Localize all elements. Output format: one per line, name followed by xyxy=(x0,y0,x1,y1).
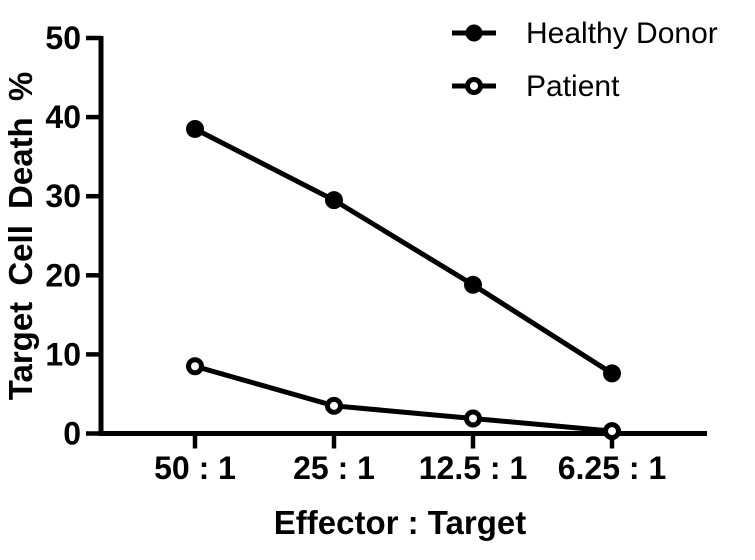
data-point-healthy-donor xyxy=(603,364,621,383)
x-tick-label: 12.5 : 1 xyxy=(419,450,528,486)
y-axis-title: Target Cell Death % xyxy=(2,72,39,400)
data-point-patient xyxy=(186,357,204,376)
series-line-healthy-donor xyxy=(193,126,614,376)
data-point-healthy-donor xyxy=(325,191,343,210)
legend-label-healthy-donor: Healthy Donor xyxy=(526,17,718,50)
open-circle-marker-icon xyxy=(465,77,483,95)
x-tick-label: 25 : 1 xyxy=(293,450,375,486)
y-tick-label: 30 xyxy=(45,178,81,214)
y-tick-label: 10 xyxy=(45,336,81,372)
x-tick-label: 50 : 1 xyxy=(154,450,236,486)
data-point-patient xyxy=(325,396,343,415)
data-point-patient xyxy=(603,422,621,441)
y-tick-label: 50 xyxy=(45,20,81,56)
axes: 0 10 20 30 40 50 50 : 1 25 : 1 12.5 : 1 6.25 : 1 xyxy=(45,20,707,486)
series-line-patient xyxy=(194,363,613,434)
x-axis-title: Effector : Target xyxy=(274,504,526,541)
data-point-healthy-donor xyxy=(186,119,204,138)
y-tick-label: 0 xyxy=(63,416,81,452)
data-series-layer xyxy=(186,119,621,441)
legend: Healthy Donor Patient xyxy=(452,17,718,103)
y-tick-label: 20 xyxy=(45,257,81,293)
data-point-healthy-donor xyxy=(464,275,482,294)
x-tick-label: 6.25 : 1 xyxy=(558,450,667,486)
filled-circle-marker-icon xyxy=(465,24,483,42)
y-tick-label: 40 xyxy=(45,99,81,135)
legend-label-patient: Patient xyxy=(526,70,620,103)
legend-item-healthy-donor: Healthy Donor xyxy=(452,17,718,50)
data-point-patient xyxy=(464,409,482,428)
legend-item-patient: Patient xyxy=(452,70,620,103)
